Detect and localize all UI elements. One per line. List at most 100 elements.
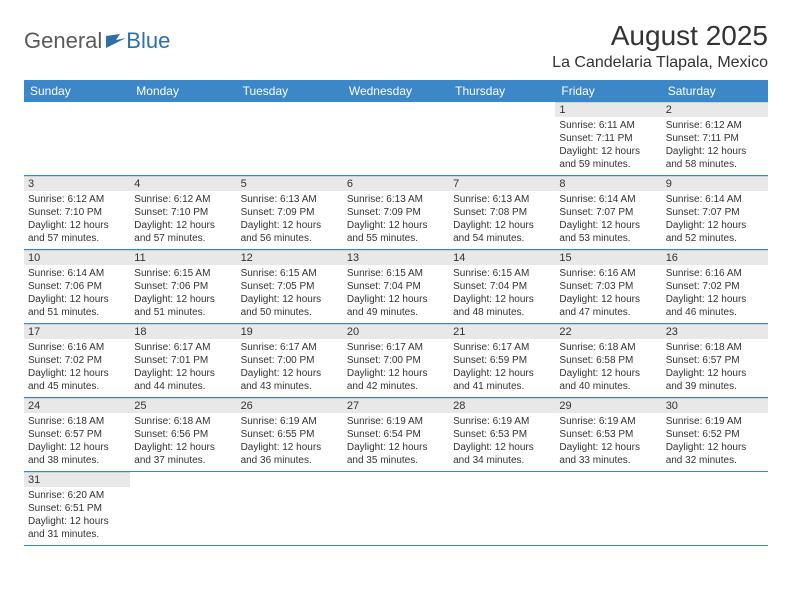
day-number: 17 bbox=[24, 324, 130, 339]
day-number: 9 bbox=[662, 176, 768, 191]
daylight-text: Daylight: 12 hours and 43 minutes. bbox=[241, 367, 339, 393]
day-details: Sunrise: 6:18 AMSunset: 6:58 PMDaylight:… bbox=[555, 339, 661, 397]
sunset-text: Sunset: 7:11 PM bbox=[666, 132, 764, 145]
location: La Candelaria Tlapala, Mexico bbox=[552, 54, 768, 72]
day-details: Sunrise: 6:12 AMSunset: 7:11 PMDaylight:… bbox=[662, 117, 768, 175]
day-number bbox=[662, 472, 768, 474]
calendar-cell: 2Sunrise: 6:12 AMSunset: 7:11 PMDaylight… bbox=[662, 102, 768, 176]
sunrise-text: Sunrise: 6:19 AM bbox=[241, 415, 339, 428]
day-number bbox=[555, 472, 661, 474]
calendar-cell: 13Sunrise: 6:15 AMSunset: 7:04 PMDayligh… bbox=[343, 250, 449, 324]
calendar-cell: 18Sunrise: 6:17 AMSunset: 7:01 PMDayligh… bbox=[130, 324, 236, 398]
day-header: Sunday bbox=[24, 80, 130, 102]
sunset-text: Sunset: 7:07 PM bbox=[666, 206, 764, 219]
sunset-text: Sunset: 6:52 PM bbox=[666, 428, 764, 441]
calendar-cell: 6Sunrise: 6:13 AMSunset: 7:09 PMDaylight… bbox=[343, 176, 449, 250]
day-header: Friday bbox=[555, 80, 661, 102]
sunrise-text: Sunrise: 6:19 AM bbox=[666, 415, 764, 428]
day-number bbox=[237, 472, 343, 474]
day-number: 22 bbox=[555, 324, 661, 339]
day-number: 10 bbox=[24, 250, 130, 265]
day-details: Sunrise: 6:16 AMSunset: 7:02 PMDaylight:… bbox=[24, 339, 130, 397]
sunrise-text: Sunrise: 6:12 AM bbox=[134, 193, 232, 206]
calendar-cell: 27Sunrise: 6:19 AMSunset: 6:54 PMDayligh… bbox=[343, 398, 449, 472]
daylight-text: Daylight: 12 hours and 39 minutes. bbox=[666, 367, 764, 393]
sunset-text: Sunset: 6:51 PM bbox=[28, 502, 126, 515]
calendar-cell: 28Sunrise: 6:19 AMSunset: 6:53 PMDayligh… bbox=[449, 398, 555, 472]
day-number: 8 bbox=[555, 176, 661, 191]
sunset-text: Sunset: 7:01 PM bbox=[134, 354, 232, 367]
day-number: 24 bbox=[24, 398, 130, 413]
day-details: Sunrise: 6:18 AMSunset: 6:57 PMDaylight:… bbox=[24, 413, 130, 471]
calendar-cell bbox=[343, 472, 449, 546]
daylight-text: Daylight: 12 hours and 41 minutes. bbox=[453, 367, 551, 393]
day-details: Sunrise: 6:18 AMSunset: 6:56 PMDaylight:… bbox=[130, 413, 236, 471]
sunrise-text: Sunrise: 6:17 AM bbox=[241, 341, 339, 354]
day-number: 21 bbox=[449, 324, 555, 339]
calendar-cell: 15Sunrise: 6:16 AMSunset: 7:03 PMDayligh… bbox=[555, 250, 661, 324]
sunrise-text: Sunrise: 6:13 AM bbox=[241, 193, 339, 206]
calendar-week: 17Sunrise: 6:16 AMSunset: 7:02 PMDayligh… bbox=[24, 324, 768, 398]
logo: General Blue bbox=[24, 28, 170, 54]
calendar-cell bbox=[237, 102, 343, 176]
day-details: Sunrise: 6:17 AMSunset: 7:00 PMDaylight:… bbox=[343, 339, 449, 397]
sunrise-text: Sunrise: 6:12 AM bbox=[28, 193, 126, 206]
calendar-header-row: SundayMondayTuesdayWednesdayThursdayFrid… bbox=[24, 80, 768, 102]
calendar-cell: 21 Sunrise: 6:17 AMSunset: 6:59 PMDayligh… bbox=[449, 324, 555, 398]
day-number: 12 bbox=[237, 250, 343, 265]
daylight-text: Daylight: 12 hours and 38 minutes. bbox=[28, 441, 126, 467]
calendar-cell bbox=[555, 472, 661, 546]
day-number bbox=[449, 472, 555, 474]
day-details: Sunrise: 6:16 AMSunset: 7:03 PMDaylight:… bbox=[555, 265, 661, 323]
calendar-cell bbox=[130, 102, 236, 176]
daylight-text: Daylight: 12 hours and 55 minutes. bbox=[347, 219, 445, 245]
day-number: 6 bbox=[343, 176, 449, 191]
daylight-text: Daylight: 12 hours and 42 minutes. bbox=[347, 367, 445, 393]
sunrise-text: Sunrise: 6:14 AM bbox=[559, 193, 657, 206]
calendar-week: 1Sunrise: 6:11 AMSunset: 7:11 PMDaylight… bbox=[24, 102, 768, 176]
sunset-text: Sunset: 7:02 PM bbox=[666, 280, 764, 293]
logo-text-blue: Blue bbox=[126, 28, 170, 54]
daylight-text: Daylight: 12 hours and 58 minutes. bbox=[666, 145, 764, 171]
calendar-cell: 8Sunrise: 6:14 AMSunset: 7:07 PMDaylight… bbox=[555, 176, 661, 250]
sunset-text: Sunset: 6:57 PM bbox=[28, 428, 126, 441]
day-number: 18 bbox=[130, 324, 236, 339]
sunrise-text: Sunrise: 6:13 AM bbox=[453, 193, 551, 206]
calendar-cell: 16Sunrise: 6:16 AMSunset: 7:02 PMDayligh… bbox=[662, 250, 768, 324]
daylight-text: Daylight: 12 hours and 40 minutes. bbox=[559, 367, 657, 393]
sunset-text: Sunset: 7:07 PM bbox=[559, 206, 657, 219]
sunrise-text: Sunrise: 6:19 AM bbox=[559, 415, 657, 428]
calendar-cell bbox=[130, 472, 236, 546]
sunset-text: Sunset: 7:06 PM bbox=[134, 280, 232, 293]
calendar-cell: 1Sunrise: 6:11 AMSunset: 7:11 PMDaylight… bbox=[555, 102, 661, 176]
calendar-cell: 31Sunrise: 6:20 AMSunset: 6:51 PMDayligh… bbox=[24, 472, 130, 546]
day-number: 11 bbox=[130, 250, 236, 265]
day-details: Sunrise: 6:17 AMSunset: 7:01 PMDaylight:… bbox=[130, 339, 236, 397]
day-number: 28 bbox=[449, 398, 555, 413]
day-details: Sunrise: 6:13 AMSunset: 7:08 PMDaylight:… bbox=[449, 191, 555, 249]
sunset-text: Sunset: 7:10 PM bbox=[134, 206, 232, 219]
day-number: 26 bbox=[237, 398, 343, 413]
day-details: Sunrise: 6:19 AMSunset: 6:54 PMDaylight:… bbox=[343, 413, 449, 471]
daylight-text: Daylight: 12 hours and 46 minutes. bbox=[666, 293, 764, 319]
daylight-text: Daylight: 12 hours and 51 minutes. bbox=[28, 293, 126, 319]
day-details: Sunrise: 6:19 AMSunset: 6:55 PMDaylight:… bbox=[237, 413, 343, 471]
sunset-text: Sunset: 6:59 PM bbox=[453, 354, 551, 367]
calendar-cell: 19Sunrise: 6:17 AMSunset: 7:00 PMDayligh… bbox=[237, 324, 343, 398]
day-header: Tuesday bbox=[237, 80, 343, 102]
flag-icon bbox=[106, 34, 126, 48]
day-details: Sunrise: 6:19 AMSunset: 6:53 PMDaylight:… bbox=[449, 413, 555, 471]
day-details: Sunrise: 6:15 AMSunset: 7:04 PMDaylight:… bbox=[449, 265, 555, 323]
sunrise-text: Sunrise: 6:15 AM bbox=[241, 267, 339, 280]
day-details: Sunrise: 6:12 AMSunset: 7:10 PMDaylight:… bbox=[130, 191, 236, 249]
calendar-cell: 22Sunrise: 6:18 AMSunset: 6:58 PMDayligh… bbox=[555, 324, 661, 398]
sunset-text: Sunset: 7:04 PM bbox=[347, 280, 445, 293]
sunset-text: Sunset: 7:04 PM bbox=[453, 280, 551, 293]
day-number: 16 bbox=[662, 250, 768, 265]
day-details: Sunrise: 6:12 AMSunset: 7:10 PMDaylight:… bbox=[24, 191, 130, 249]
sunrise-text: Sunrise: 6:17 AM bbox=[453, 341, 551, 354]
sunset-text: Sunset: 6:55 PM bbox=[241, 428, 339, 441]
daylight-text: Daylight: 12 hours and 32 minutes. bbox=[666, 441, 764, 467]
sunset-text: Sunset: 6:53 PM bbox=[559, 428, 657, 441]
sunset-text: Sunset: 7:08 PM bbox=[453, 206, 551, 219]
